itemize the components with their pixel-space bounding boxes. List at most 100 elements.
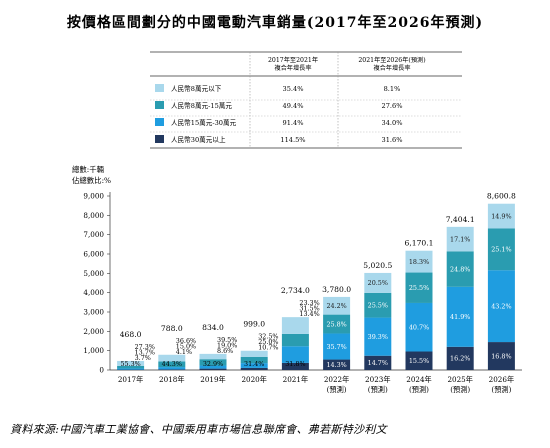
- bar-segment: [487, 228, 515, 271]
- x-tick-label: 2022年: [324, 375, 349, 384]
- bar-segment: [446, 251, 474, 287]
- y-tick-label: 4,000: [83, 288, 104, 297]
- table-row: 人民幣15萬元-30萬元 91.4% 34.0%: [155, 118, 402, 127]
- y-tick-label: 8,000: [83, 211, 104, 220]
- y-tick-label: 9,000: [83, 192, 104, 201]
- bar-segment: [199, 359, 227, 366]
- x-tick-label: 2020年: [241, 375, 266, 384]
- bar-total-label: 834.0: [202, 323, 224, 332]
- segment-label: 24.2%: [326, 302, 346, 310]
- bar-segment: [240, 350, 268, 357]
- y-tick-label: 3,000: [83, 308, 104, 317]
- x-tick-label: 2024年: [406, 375, 431, 384]
- segment-label: 25.5%: [368, 302, 388, 310]
- segment-label: 17.1%: [450, 235, 470, 243]
- bar-total-label: 2,734.0: [281, 286, 310, 295]
- segment-label: 15.0%: [176, 342, 196, 350]
- header-period-1-line-2: 複合年增長率: [274, 64, 311, 72]
- plot-area: 0 1,000 2,000 3,000 4,000 5,000 6,000 7,000 8,00…: [83, 192, 522, 394]
- x-tick-label: 2026年: [489, 375, 514, 384]
- bar-total-label: 7,404.1: [446, 215, 475, 224]
- legend-swatch-8-15: [155, 101, 164, 109]
- bar-segment: [281, 333, 309, 347]
- bar-segment: [323, 314, 351, 334]
- bar-segment: [199, 365, 227, 369]
- segment-label: 14.9%: [491, 212, 511, 220]
- bar-segment: [199, 353, 227, 360]
- segment-label: 18.3%: [409, 258, 429, 266]
- bar-segment: [323, 333, 351, 360]
- y-tick-label: 1,000: [83, 346, 104, 355]
- bar-segment: [364, 272, 392, 293]
- bar-segment: [487, 270, 515, 343]
- cagr-legend-table: 2017年至2021年 複合年增長率 2021年至2026年(預測) 複合年增長…: [150, 51, 462, 149]
- x-tick-label: 2023年: [365, 375, 390, 384]
- source-note: 資料來源:中國汽車工業協會、中國乘用車市場信息聯席會、弗若斯特沙利文: [10, 423, 389, 436]
- bar-segment: [240, 363, 268, 368]
- row-cagr-2: 34.0%: [382, 119, 403, 127]
- bar-segment: [405, 250, 433, 273]
- header-period-2-line-1: 2021年至2026年(預測): [358, 56, 425, 64]
- unit-note-share: 佔總數比:%: [72, 176, 111, 185]
- x-tick-label: 2019年: [200, 375, 225, 384]
- segment-label: 36.6%: [176, 337, 196, 345]
- row-cagr-2: 31.6%: [382, 136, 403, 144]
- chart-title: 按價格區間劃分的中國電動汽車銷量(2017年至2026年預測): [67, 14, 483, 31]
- segment-label: 25.5%: [409, 284, 429, 292]
- x-tick-label: 2018年: [159, 375, 184, 384]
- row-cagr-2: 27.6%: [382, 102, 403, 110]
- segment-label: 24.8%: [450, 265, 470, 273]
- row-cagr-1: 114.5%: [280, 136, 305, 144]
- segment-label: 39.3%: [368, 333, 388, 341]
- segment-label: 16.2%: [450, 355, 470, 363]
- segment-label: 8.6%: [217, 347, 233, 355]
- segment-label: 10.7%: [258, 344, 278, 352]
- table-row: 人民幣8萬元以下 35.4% 8.1%: [155, 84, 400, 93]
- bar-segment: [117, 365, 145, 369]
- bar-segment: [487, 342, 515, 370]
- x-tick-label: (預測): [491, 385, 511, 394]
- x-tick-label: (預測): [327, 385, 347, 394]
- bar-segment: [323, 296, 351, 315]
- bar-total-label: 999.0: [243, 320, 265, 329]
- y-tick-label: 5,000: [83, 269, 104, 278]
- bar-segment: [158, 361, 186, 368]
- row-cagr-1: 35.4%: [283, 85, 304, 93]
- bar-segment: [405, 302, 433, 352]
- y-tick-label: 7,000: [83, 230, 104, 239]
- bar-segment: [364, 317, 392, 356]
- bar-segment: [446, 286, 474, 347]
- unit-note-total: 總數:千輛: [72, 165, 105, 174]
- bar-segment: [199, 368, 227, 370]
- y-tick-label: 2,000: [83, 327, 104, 336]
- row-label: 人民幣30萬元以上: [171, 135, 226, 144]
- segment-label: 13.4%: [299, 310, 319, 318]
- segment-label: 39.5%: [217, 336, 237, 344]
- legend-swatch-under-8: [155, 84, 164, 92]
- legend-swatch-over-30: [155, 135, 164, 143]
- segment-label: 31.5%: [299, 305, 319, 313]
- row-label: 人民幣8萬元-15萬元: [171, 101, 232, 110]
- segment-label: 32.9%: [203, 360, 223, 368]
- header-period-2-line-2: 複合年增長率: [373, 64, 410, 72]
- x-tick-label: (預測): [409, 385, 429, 394]
- segment-label: 23.3%: [299, 299, 319, 307]
- bar-segment: [405, 351, 433, 370]
- segment-label: 55.3%: [120, 360, 140, 368]
- bar-segment: [240, 356, 268, 364]
- segment-label: 20.5%: [368, 279, 388, 287]
- bar-segment: [323, 359, 351, 370]
- bar-segment: [405, 272, 433, 303]
- segment-label: 41.9%: [450, 313, 470, 321]
- segment-label: 31.4%: [244, 360, 264, 368]
- segment-label: 27.3%: [135, 343, 155, 351]
- bar-segment: [281, 317, 309, 334]
- x-tick-label: 2021年: [283, 375, 308, 384]
- bar-segment: [281, 346, 309, 363]
- segment-label: 32.5%: [258, 333, 278, 341]
- table-row: 人民幣30萬元以上 114.5% 31.6%: [155, 135, 402, 144]
- bar-segment: [281, 362, 309, 370]
- bar-segment: [364, 355, 392, 370]
- bar-segment: [446, 346, 474, 370]
